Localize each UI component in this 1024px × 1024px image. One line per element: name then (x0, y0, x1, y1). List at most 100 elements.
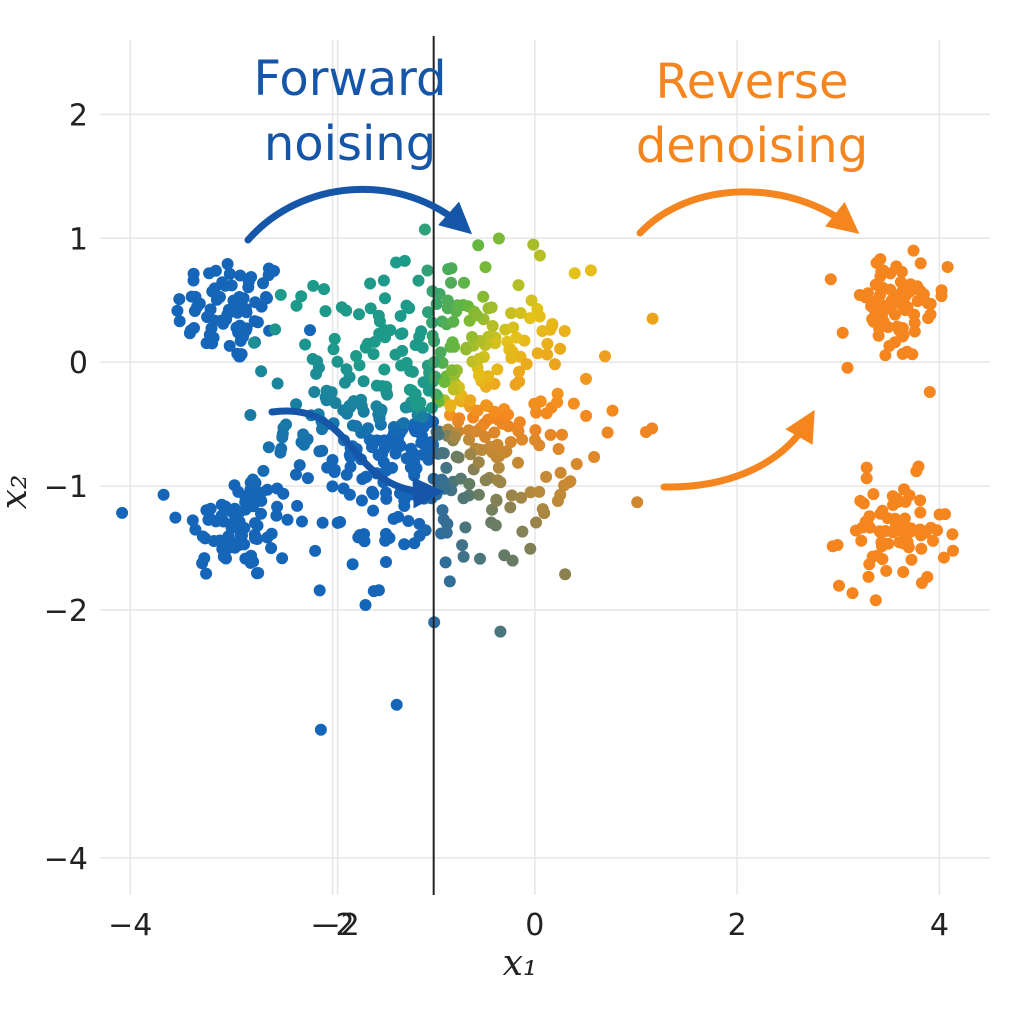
noise-cloud-point (422, 306, 434, 319)
noise-cloud-point (536, 503, 549, 516)
noise-cloud-point (380, 556, 392, 568)
forward-arrow-top (244, 185, 473, 244)
noise-cloud-point (554, 488, 567, 501)
data-bottom-left-point (220, 552, 232, 565)
noise-cloud-point (489, 337, 501, 350)
noise-cloud-point (364, 277, 377, 290)
noise-cloud-point (580, 409, 593, 422)
noise-cloud-point (367, 488, 380, 500)
noise-cloud-point (540, 470, 553, 483)
y-tick-label: 1 (69, 222, 88, 257)
noise-cloud-point (442, 263, 455, 276)
noise-cloud-point (640, 426, 652, 438)
noise-cloud-point (464, 394, 477, 407)
data-bottom-left-point (198, 552, 211, 565)
noise-cloud-point (313, 584, 326, 597)
noise-cloud-point (580, 372, 592, 385)
noise-cloud-point (492, 232, 505, 245)
noise-cloud-point (328, 463, 341, 476)
gen-bottom-right-point (897, 566, 910, 578)
gen-bottom-right-point (933, 508, 946, 521)
noise-cloud-point (295, 290, 308, 303)
data-bottom-left-point (238, 538, 251, 551)
noise-cloud-point (274, 288, 287, 301)
data-bottom-left-point (157, 488, 170, 501)
noise-cloud-point (446, 336, 459, 349)
noise-cloud-point (466, 331, 478, 343)
noise-cloud-point (472, 239, 485, 252)
gen-bottom-right-point (869, 594, 882, 607)
noise-cloud-point (524, 542, 537, 555)
gen-top-right-point (899, 304, 912, 317)
gen-bottom-right-point (860, 472, 873, 485)
noise-cloud-point (297, 428, 310, 441)
data-top-left-point (248, 315, 261, 328)
data-bottom-left-point (247, 500, 260, 513)
noise-cloud-point (343, 488, 356, 501)
noise-cloud-point (530, 406, 543, 419)
noise-cloud-point (504, 501, 517, 514)
noise-cloud-point (485, 301, 498, 314)
noise-cloud-point (490, 493, 503, 506)
noise-cloud-point (570, 458, 583, 470)
data-top-left-point (268, 264, 280, 277)
gen-bottom-right-point (863, 510, 876, 523)
noise-cloud-point (457, 550, 470, 563)
noise-cloud-point (606, 404, 619, 417)
noise-cloud-point (513, 365, 525, 378)
noise-cloud-point (387, 512, 400, 525)
gen-bottom-right-point (855, 534, 868, 547)
noise-cloud-point (398, 538, 411, 551)
noise-cloud-point (510, 331, 523, 344)
x-tick-label: 0 (525, 908, 544, 943)
data-top-left-point (208, 314, 221, 327)
data-top-left-point (221, 258, 234, 270)
noise-cloud-point (426, 285, 439, 298)
forward-annotation-line2: noising (264, 116, 436, 172)
noise-cloud-point (430, 298, 443, 310)
noise-cloud-point (544, 428, 557, 441)
gen-top-right-point (923, 386, 936, 398)
noise-cloud-point (301, 472, 314, 485)
noise-cloud-point (275, 442, 288, 455)
gen-bottom-right-point (914, 494, 927, 507)
noise-cloud-point (541, 348, 554, 361)
noise-cloud-point (559, 568, 572, 581)
reverse-annotation-line1: Reverse (656, 54, 849, 110)
gen-bottom-right-point (915, 542, 928, 555)
noise-cloud-point (316, 423, 328, 436)
gen-bottom-right-point (880, 564, 893, 577)
noise-cloud-point (280, 418, 292, 431)
gen-top-right-point (884, 302, 897, 315)
gen-top-right-point (896, 284, 909, 297)
gen-bottom-right-point (831, 539, 844, 551)
gen-top-right-point (853, 289, 866, 301)
gen-bottom-right-point (873, 525, 886, 538)
noise-cloud-point (446, 364, 458, 377)
noise-cloud-point (554, 466, 567, 479)
noise-cloud-point (402, 515, 415, 527)
noise-cloud-point (276, 552, 289, 565)
noise-cloud-point (314, 723, 327, 736)
noise-cloud-point (307, 279, 320, 292)
gen-bottom-right-point (914, 506, 927, 519)
data-bottom-left-point (116, 506, 129, 519)
noise-cloud-point (529, 424, 542, 437)
noise-cloud-point (367, 585, 380, 598)
noise-cloud-point (429, 370, 442, 383)
noise-cloud-point (460, 343, 473, 356)
noise-cloud-point (361, 337, 374, 350)
gen-bottom-right-point (931, 524, 944, 537)
noise-cloud-point (464, 448, 477, 461)
gen-bottom-right-point (887, 499, 899, 511)
x-tick-labels: −4 −2−2 0 2 4 (108, 908, 949, 943)
noise-cloud-point (327, 343, 340, 356)
noise-cloud-point (379, 292, 391, 305)
noise-cloud-point (291, 499, 304, 512)
gen-bottom-right-point (886, 490, 899, 503)
noise-cloud-point (473, 352, 486, 365)
gen-top-right-point (914, 257, 927, 270)
noise-cloud-point (375, 403, 388, 416)
noise-cloud-point (451, 299, 464, 312)
